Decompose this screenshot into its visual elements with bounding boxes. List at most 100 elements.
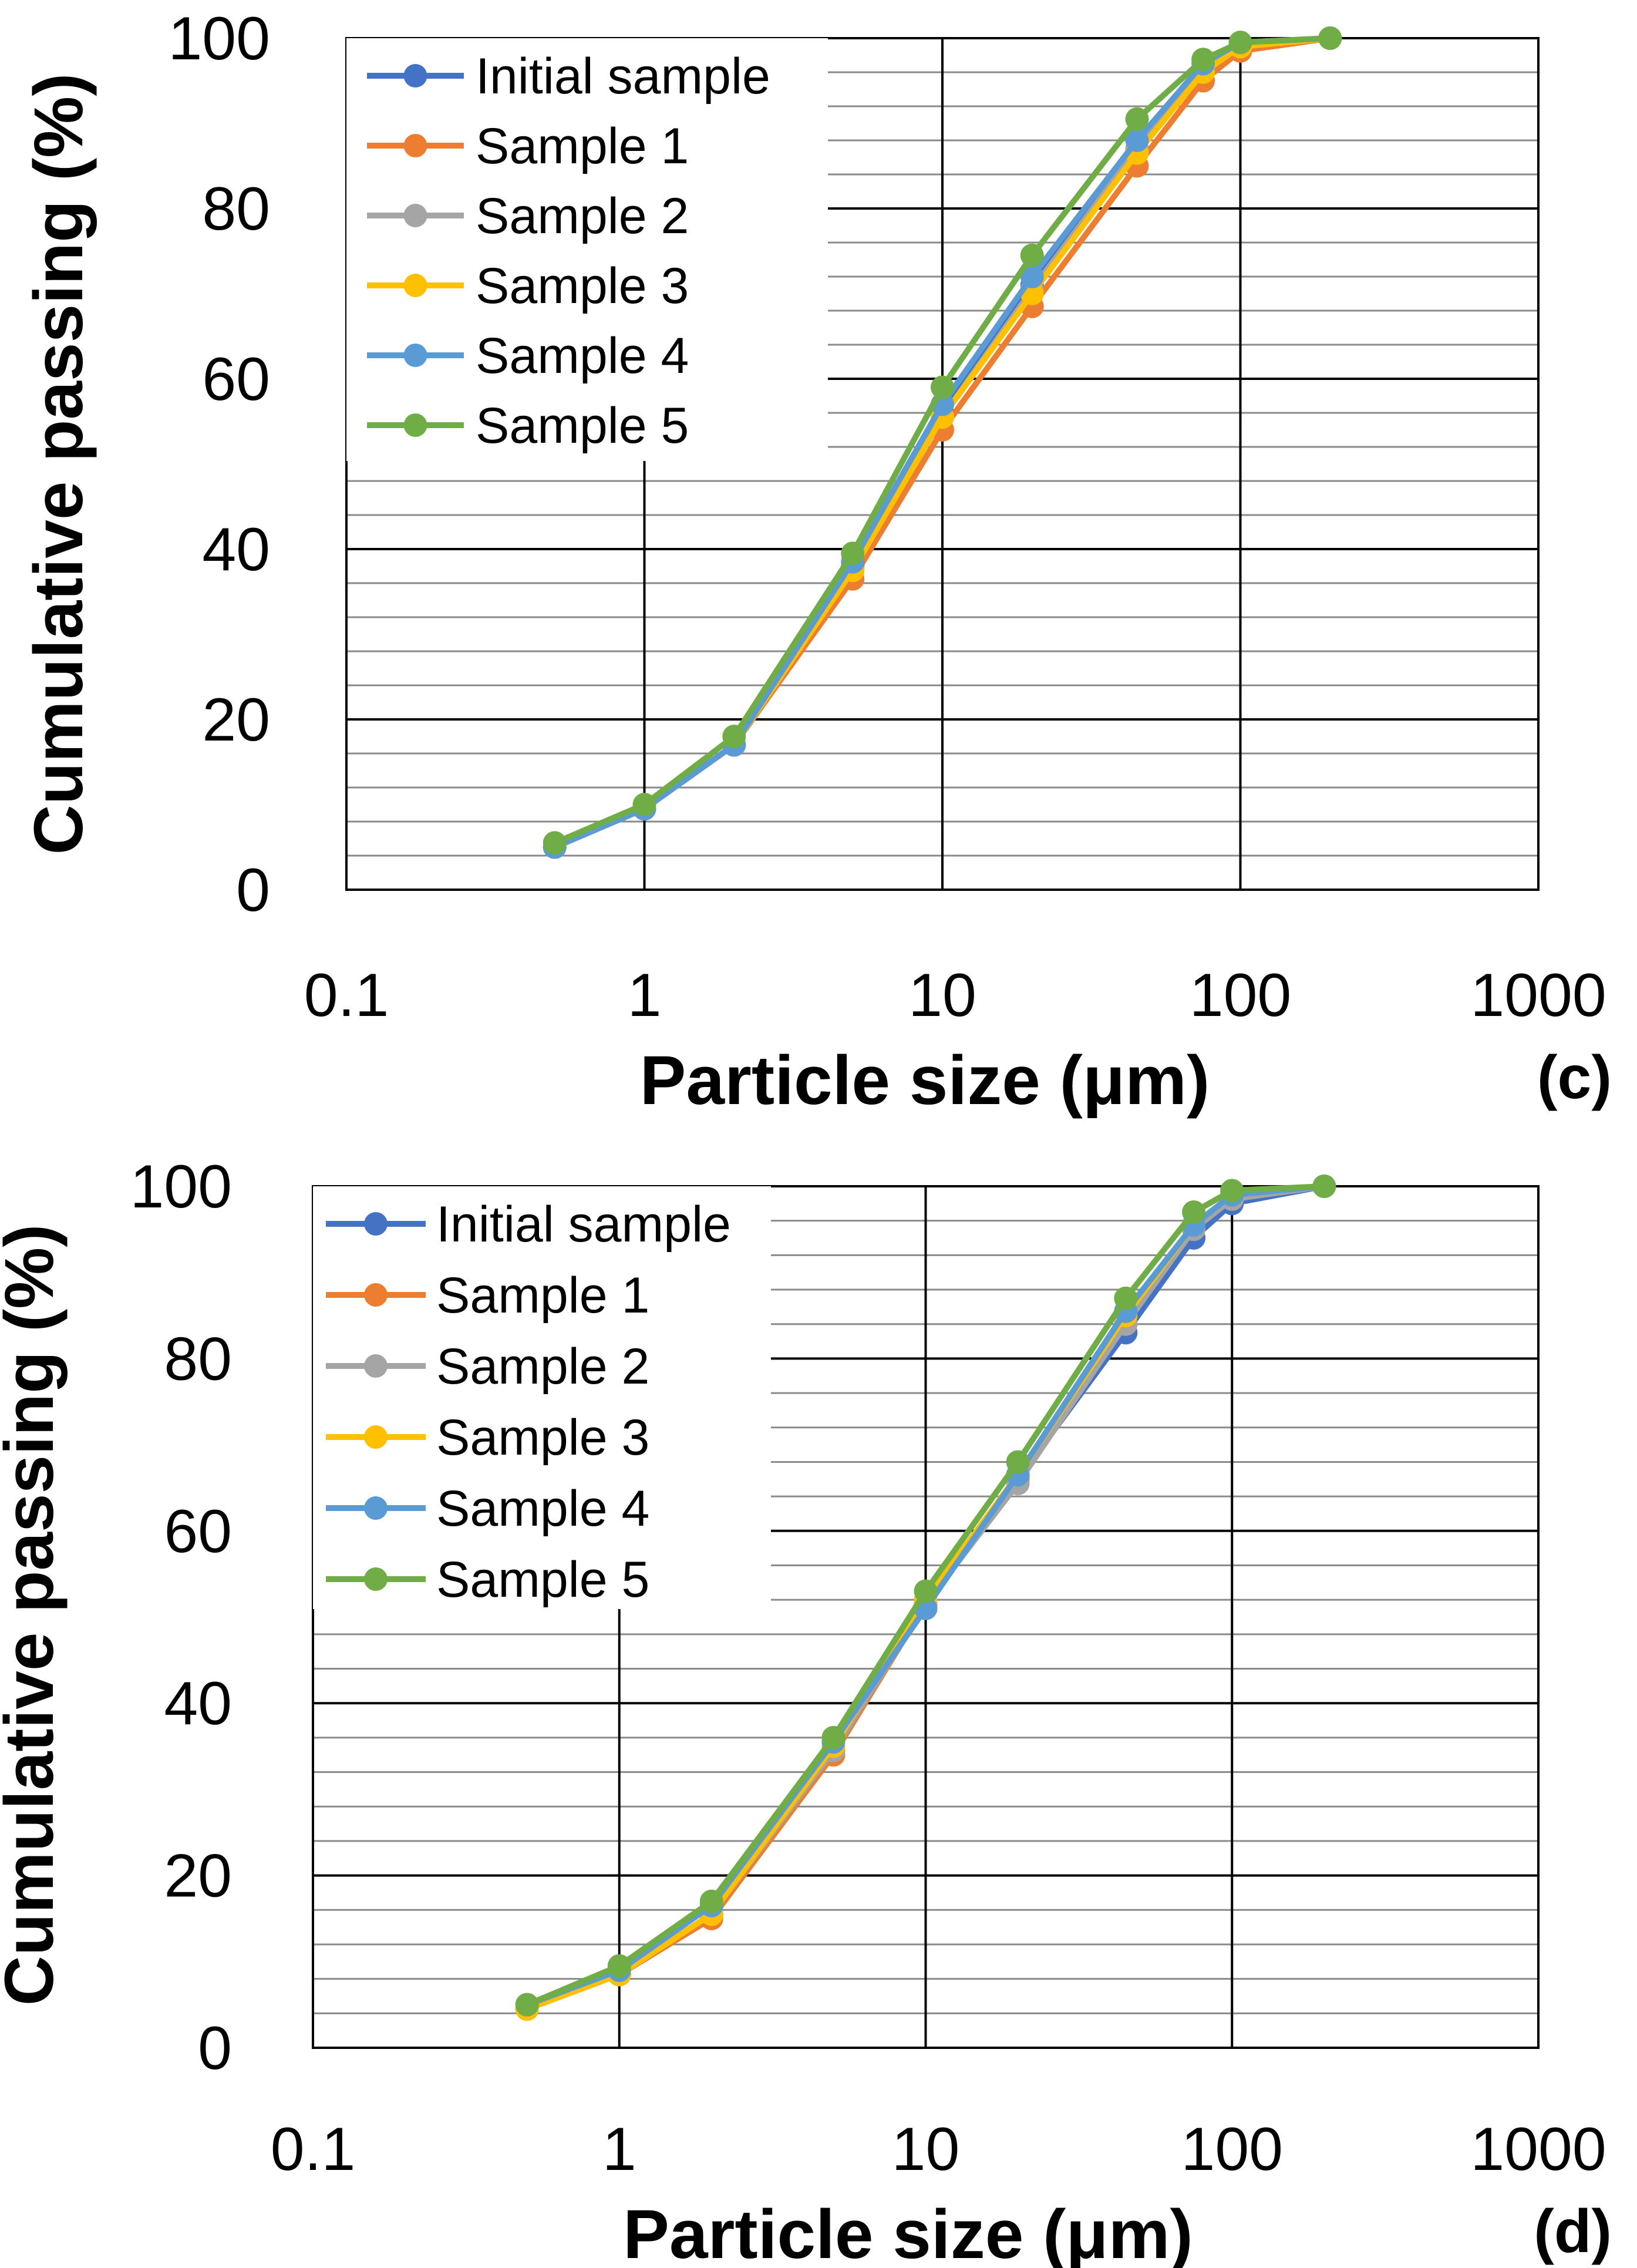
data-point — [1228, 31, 1252, 55]
legend-label: Sample 4 — [476, 328, 689, 384]
legend-entry: Sample 3 — [367, 258, 689, 314]
legend-entry: Sample 2 — [326, 1338, 649, 1395]
data-point — [1220, 1179, 1244, 1203]
legend-marker — [403, 134, 427, 157]
y-tick-label: 80 — [202, 175, 270, 243]
legend-label: Sample 5 — [436, 1552, 649, 1608]
legend-entry: Sample 2 — [367, 188, 689, 244]
legend-label: Initial sample — [436, 1196, 731, 1253]
y-tick-label: 0 — [236, 856, 270, 924]
data-point — [1125, 107, 1149, 131]
chart-panel-2: 0 20 40 60 80 100 0.1 1 10 100 1000 Particle size (… — [0, 1153, 1612, 2268]
legend-entry: Initial sample — [367, 48, 770, 105]
x-axis-title: Particle size (μm) — [623, 2196, 1193, 2268]
legend-marker — [403, 64, 427, 88]
legend-marker — [364, 1212, 388, 1236]
legend-entry: Initial sample — [326, 1196, 731, 1253]
legend-label: Sample 5 — [476, 398, 689, 454]
data-point — [722, 725, 746, 748]
x-tick-label: 100 — [1190, 961, 1292, 1029]
data-point — [1312, 1175, 1336, 1198]
legend-marker — [403, 204, 427, 227]
data-point — [841, 541, 865, 566]
legend-marker — [364, 1283, 388, 1307]
y-tick-label: 60 — [202, 345, 270, 413]
data-point — [515, 1993, 539, 2017]
data-point — [1318, 26, 1342, 50]
legend-marker — [403, 344, 427, 367]
x-tick-label: 0.1 — [271, 2115, 356, 2183]
data-point — [914, 1579, 938, 1603]
data-point — [607, 1954, 631, 1978]
plot-frame — [345, 37, 1540, 891]
legend-entry: Sample 1 — [326, 1267, 649, 1324]
series-line — [524, 1183, 1328, 2008]
legend-entry: Sample 5 — [367, 398, 689, 454]
legend-entry: Sample 5 — [326, 1552, 649, 1608]
x-tick-label: 1000 — [1470, 2115, 1606, 2183]
x-tick-label: 1000 — [1470, 961, 1606, 1029]
series-line — [524, 1183, 1328, 2008]
legend-marker — [403, 274, 427, 297]
legend-entry: Sample 1 — [367, 118, 689, 174]
legend-label: Sample 1 — [436, 1267, 649, 1324]
legend-label: Sample 1 — [476, 118, 689, 174]
y-tick-label: 20 — [164, 1842, 232, 1910]
legend-box — [313, 1186, 771, 1609]
legend-label: Sample 3 — [436, 1409, 649, 1466]
legend-label: Initial sample — [476, 48, 770, 105]
legend-marker — [364, 1496, 388, 1520]
x-tick-label: 0.1 — [304, 961, 389, 1029]
x-axis-title: Particle size (μm) — [640, 1042, 1210, 1119]
y-tick-label: 40 — [164, 1670, 232, 1738]
legend: Initial sample Sample 1 Sample 2 Sample 3 Sa… — [313, 1186, 771, 1609]
y-tick-label: 100 — [130, 1153, 232, 1221]
data-point — [1020, 243, 1044, 267]
legend-entry: Sample 4 — [326, 1480, 649, 1537]
y-tick-label: 40 — [202, 516, 270, 584]
data-point — [1125, 129, 1149, 152]
y-tick-label: 0 — [198, 2014, 232, 2082]
data-point — [1191, 48, 1215, 72]
series-line — [551, 35, 1333, 846]
x-tick-label: 1 — [602, 2115, 636, 2183]
y-tick-label: 100 — [168, 5, 270, 73]
data-point — [632, 793, 656, 816]
data-point — [931, 375, 954, 399]
y-axis-title: Cumulative passing (%) — [0, 1224, 68, 2005]
chart-panel-1: 0 20 40 60 80 100 0.1 1 10 100 1000 Particle size (… — [20, 5, 1612, 1119]
legend-label: Sample 4 — [436, 1480, 649, 1537]
data-point — [821, 1725, 846, 1749]
legend-marker — [403, 413, 427, 437]
data-point — [1114, 1286, 1138, 1310]
legend-label: Sample 2 — [476, 188, 689, 244]
legend-entry: Sample 3 — [326, 1409, 649, 1466]
legend-label: Sample 2 — [436, 1338, 649, 1395]
x-tick-label: 1 — [628, 961, 662, 1029]
panel-label: (d) — [1534, 2198, 1612, 2266]
x-tick-label: 10 — [892, 2115, 960, 2183]
legend-box — [346, 38, 828, 461]
data-point — [699, 1889, 723, 1913]
y-tick-label: 80 — [164, 1325, 232, 1393]
series-6 — [543, 26, 1342, 855]
y-tick-label: 20 — [202, 686, 270, 754]
legend-marker — [364, 1354, 388, 1378]
plot-frame — [312, 1185, 1540, 2049]
data-point — [1006, 1450, 1030, 1474]
x-tick-label: 100 — [1181, 2115, 1283, 2183]
data-point — [543, 831, 567, 855]
data-point — [1182, 1200, 1206, 1224]
y-axis-title: Cumulative passing (%) — [20, 73, 97, 854]
legend-marker — [364, 1425, 388, 1449]
x-tick-label: 10 — [908, 961, 976, 1029]
legend-entry: Sample 4 — [367, 328, 689, 384]
legend-label: Sample 3 — [476, 258, 689, 314]
data-point — [1020, 265, 1044, 288]
panel-label: (c) — [1537, 1044, 1612, 1112]
legend: Initial sample Sample 1 Sample 2 Sample 3 Sa… — [346, 38, 828, 461]
series-6 — [515, 1175, 1336, 2017]
y-tick-label: 60 — [164, 1498, 232, 1566]
legend-marker — [364, 1567, 388, 1591]
